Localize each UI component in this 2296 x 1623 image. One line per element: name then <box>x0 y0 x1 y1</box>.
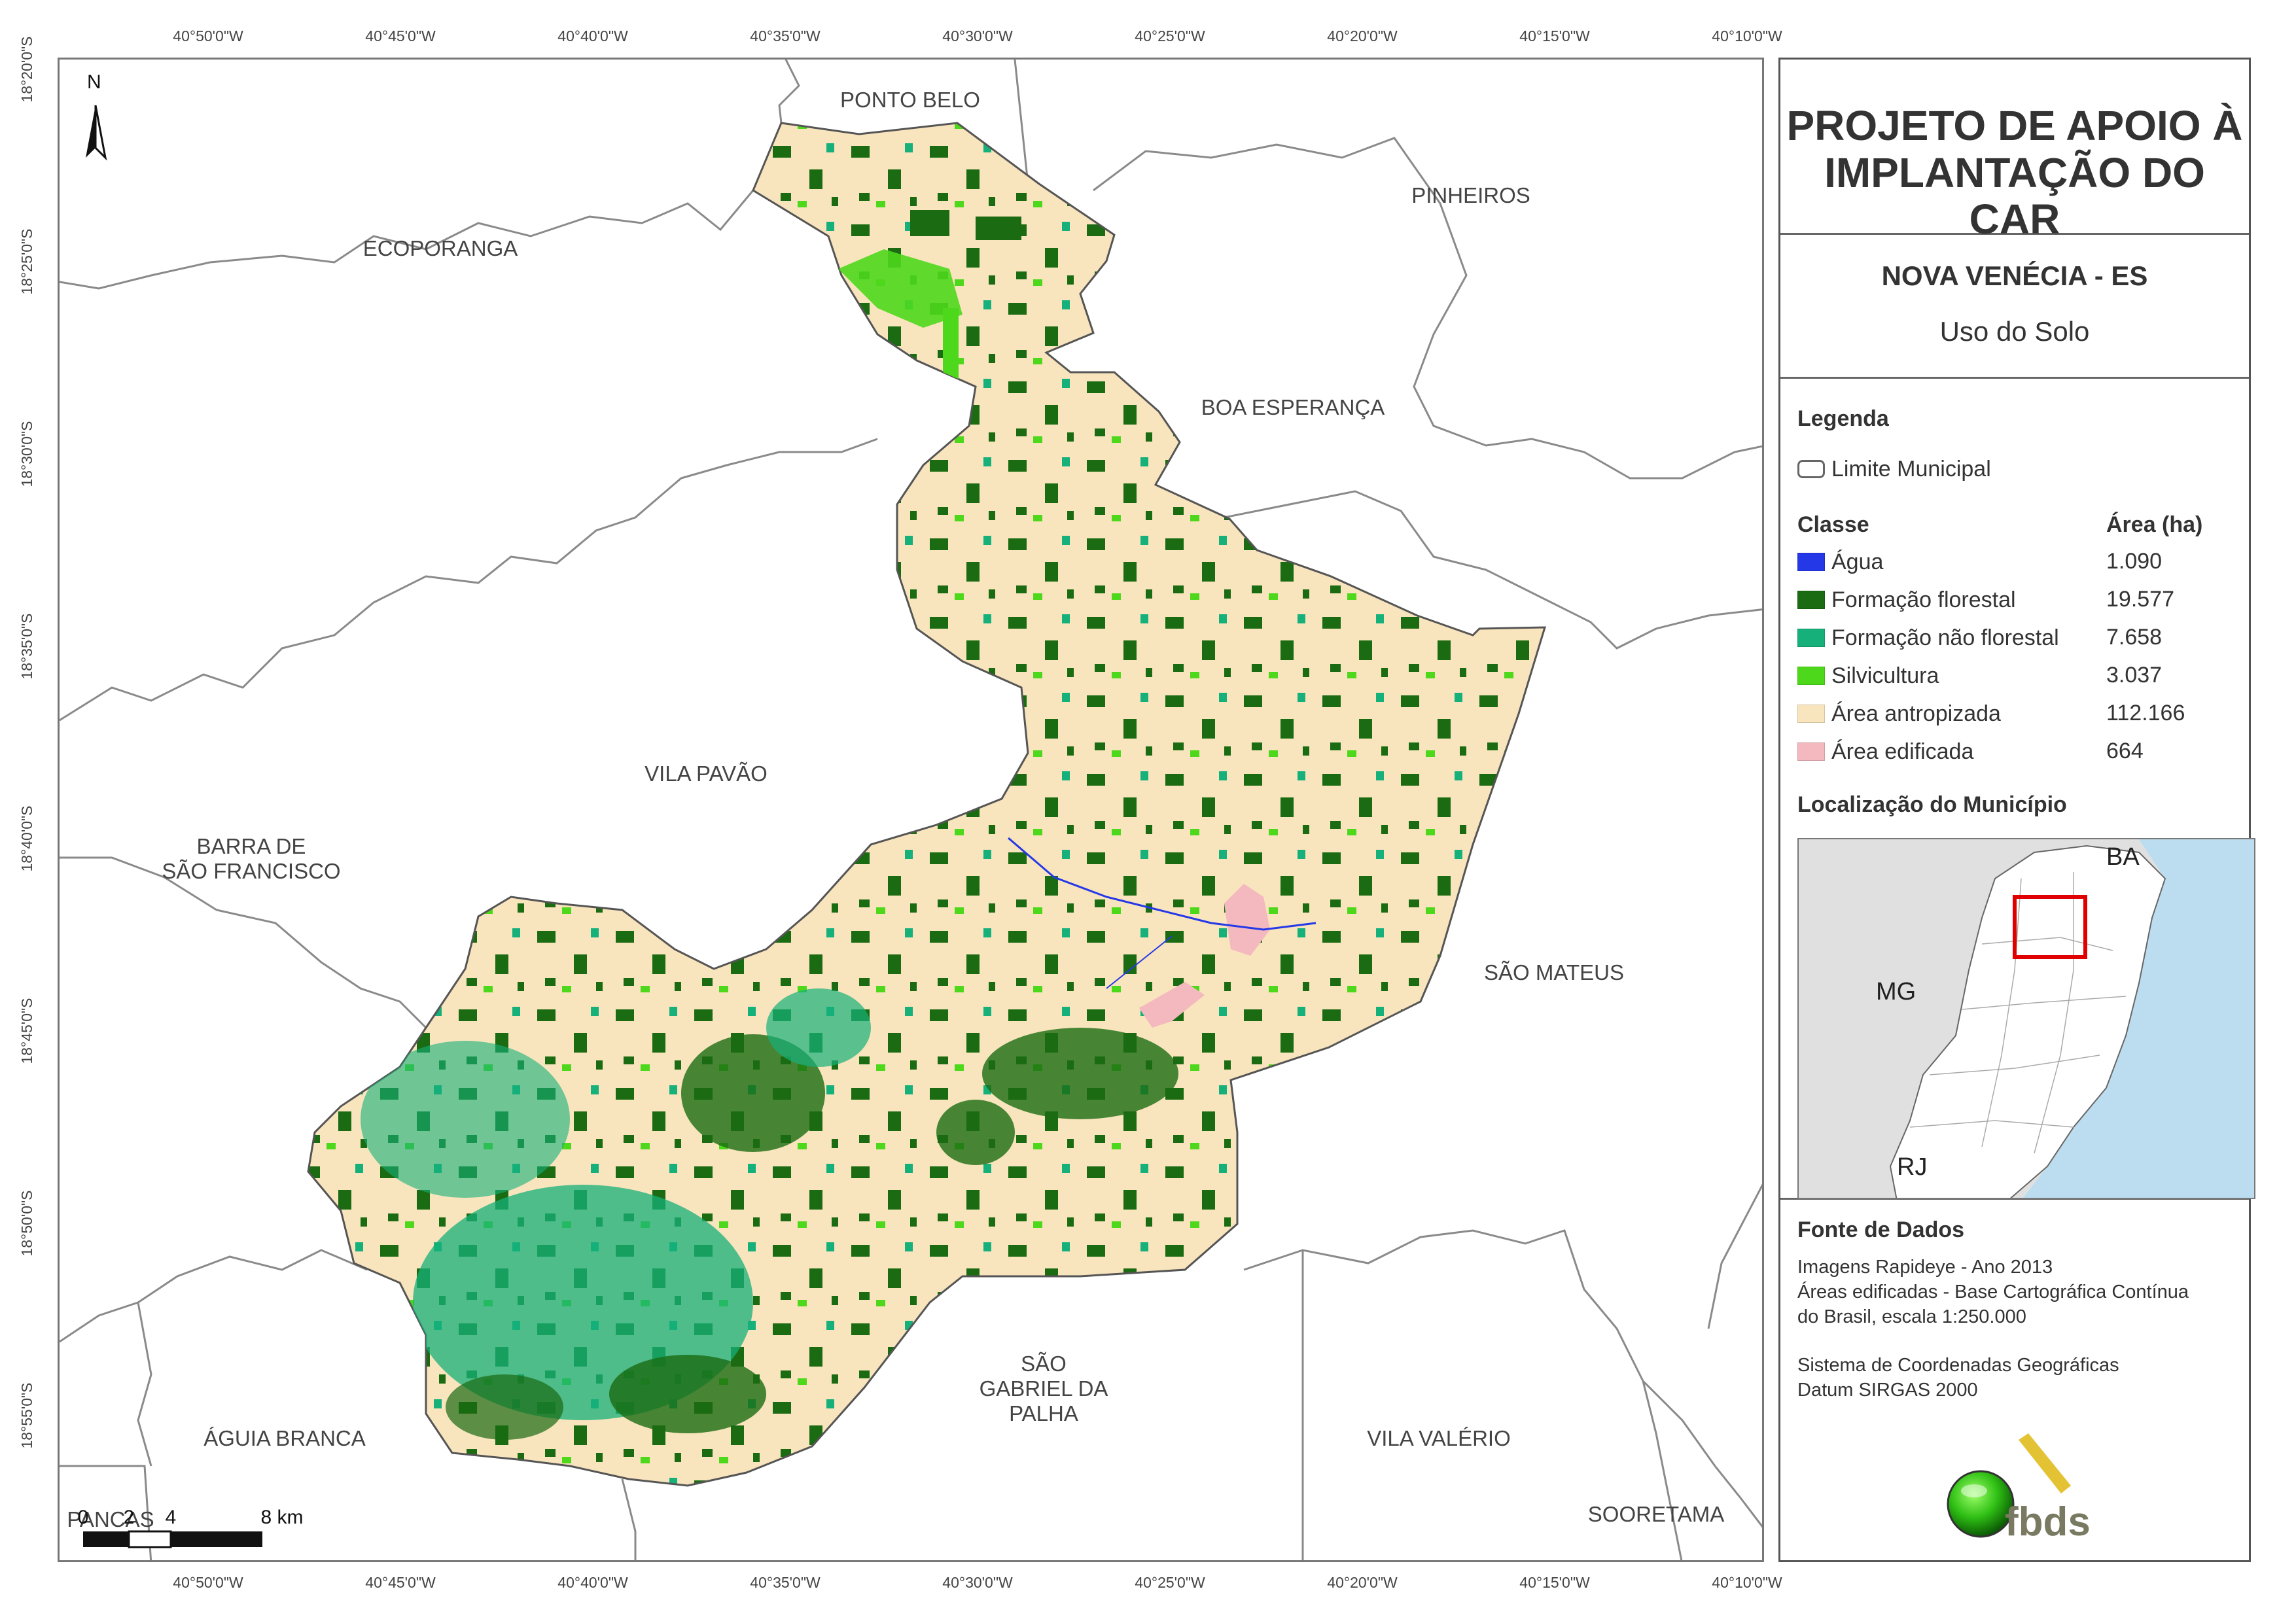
latitude-label: 18°40'0"S <box>18 805 35 872</box>
north-label: N <box>87 71 101 93</box>
neighbor-label: ECOPORANGA <box>362 236 518 261</box>
neighbor-label: PONTO BELO <box>840 88 980 113</box>
longitude-label: 40°50'0"W <box>173 27 243 44</box>
municipality-section <box>1780 235 2249 379</box>
legend-heading: Legenda <box>1797 406 1889 431</box>
neighbor-label: VILA VALÉRIO <box>1367 1426 1511 1451</box>
legend-swatch <box>1797 742 1825 761</box>
locator-label-ba: BA <box>2106 843 2140 871</box>
legend-area-value: 664 <box>2106 739 2144 763</box>
longitude-label: 40°45'0"W <box>365 1574 436 1591</box>
longitude-label: 40°40'0"W <box>557 1574 628 1591</box>
nova-venecia-municipality <box>307 122 1547 1487</box>
scale-label: 0 <box>77 1507 89 1528</box>
latitude-label: 18°55'0"S <box>18 1382 35 1449</box>
source-line: Datum SIRGAS 2000 <box>1797 1380 1978 1401</box>
land-use-map <box>60 60 1762 1560</box>
area-heading: Área (ha) <box>2106 512 2203 537</box>
scale-label: 4 <box>165 1507 177 1528</box>
longitude-label: 40°25'0"W <box>1135 27 1205 44</box>
legend-swatch <box>1797 705 1825 723</box>
locator-label-mg: MG <box>1876 978 1916 1005</box>
map-frame: N PONTO BELO PINHEIROS ECOPORANGA BOA ES… <box>58 58 1764 1562</box>
legend-row: Formação florestal <box>1797 587 2016 613</box>
longitude-label: 40°20'0"W <box>1327 1574 1398 1591</box>
locator-map-drawing <box>1799 839 2254 1198</box>
scale-label: 8 km <box>260 1507 304 1528</box>
locator-label-rj: RJ <box>1897 1153 1928 1181</box>
neighbor-label: BARRA DE SÃO FRANCISCO <box>162 834 341 883</box>
longitude-label: 40°45'0"W <box>365 27 436 44</box>
scale-bar <box>83 1530 262 1548</box>
map-theme: Uso do Solo <box>1939 316 2090 347</box>
longitude-label: 40°10'0"W <box>1712 1574 1782 1591</box>
legend-boundary: Limite Municipal <box>1797 456 1991 482</box>
legend-area-value: 19.577 <box>2106 587 2174 612</box>
legend-label: Área edificada <box>1831 739 1974 764</box>
project-title: PROJETO DE APOIO À IMPLANTAÇÃO DO CAR <box>1786 102 2243 243</box>
neighbor-label: PINHEIROS <box>1411 183 1530 208</box>
locator-heading: Localização do Município <box>1797 792 2067 817</box>
longitude-label: 40°15'0"W <box>1519 27 1590 44</box>
legend-label: Formação florestal <box>1831 587 2016 612</box>
legend-label: Limite Municipal <box>1831 456 1991 481</box>
longitude-label: 40°30'0"W <box>942 27 1013 44</box>
latitude-label: 18°35'0"S <box>18 613 35 680</box>
neighbor-label: ÁGUIA BRANCA <box>203 1426 366 1451</box>
legend-label: Água <box>1831 549 1884 574</box>
source-line: Imagens Rapideye - Ano 2013 <box>1797 1257 2053 1278</box>
source-line: Áreas edificadas - Base Cartográfica Con… <box>1797 1282 2189 1302</box>
title-section: PROJETO DE APOIO À IMPLANTAÇÃO DO CAR <box>1780 60 2249 243</box>
legend-label: Silvicultura <box>1831 663 1939 688</box>
class-heading: Classe <box>1797 512 1869 537</box>
fbds-logo-icon <box>1947 1433 2071 1538</box>
legend-row: Silvicultura <box>1797 663 1939 689</box>
neighbor-label: SOORETAMA <box>1587 1502 1725 1527</box>
legend-area-value: 112.166 <box>2106 701 2185 725</box>
legend-label: Área antropizada <box>1831 701 2001 726</box>
legend-row: Área antropizada <box>1797 701 2001 727</box>
fbds-logo-text: fbds <box>2005 1499 2091 1544</box>
side-panel: PROJETO DE APOIO À IMPLANTAÇÃO DO CAR NO… <box>1778 58 2255 1562</box>
legend-area-value: 7.658 <box>2106 625 2163 650</box>
longitude-label: 40°20'0"W <box>1327 27 1398 44</box>
latitude-label: 18°20'0"S <box>18 36 35 103</box>
legend-swatch <box>1797 591 1825 609</box>
legend-row: Formação não florestal <box>1797 625 2059 651</box>
legend-label: Formação não florestal <box>1831 625 2059 650</box>
latitude-label: 18°30'0"S <box>18 421 35 487</box>
neighbor-label: SÃO MATEUS <box>1484 960 1624 985</box>
source-line: do Brasil, escala 1:250.000 <box>1797 1306 2026 1327</box>
longitude-label: 40°10'0"W <box>1712 27 1782 44</box>
boundary-swatch <box>1797 460 1825 478</box>
longitude-label: 40°30'0"W <box>942 1574 1013 1591</box>
longitude-label: 40°35'0"W <box>750 1574 821 1591</box>
legend-row: Área edificada <box>1797 739 1973 765</box>
longitude-label: 40°40'0"W <box>557 27 628 44</box>
scale-label: 2 <box>123 1507 135 1528</box>
locator-map: BA MG RJ <box>1797 838 2255 1199</box>
legend-area-value: 3.037 <box>2106 663 2163 688</box>
legend-swatch <box>1797 629 1825 647</box>
neighbor-label: PANCAS <box>67 1507 154 1532</box>
longitude-label: 40°35'0"W <box>750 27 821 44</box>
latitude-label: 18°50'0"S <box>18 1190 35 1257</box>
municipality-name: NOVA VENÉCIA - ES <box>1881 260 2148 291</box>
legend-swatch <box>1797 553 1825 571</box>
north-arrow-icon <box>86 105 107 161</box>
source-heading: Fonte de Dados <box>1797 1217 1965 1242</box>
neighbor-label: BOA ESPERANÇA <box>1201 395 1385 420</box>
neighbor-label: SÃO GABRIEL DA PALHA <box>979 1352 1108 1425</box>
municipal-boundaries <box>60 60 1762 1560</box>
legend-swatch <box>1797 667 1825 685</box>
latitude-label: 18°45'0"S <box>18 998 35 1064</box>
latitude-label: 18°25'0"S <box>18 228 35 295</box>
legend-area-value: 1.090 <box>2106 549 2163 574</box>
source-line: Sistema de Coordenadas Geográficas <box>1797 1355 2119 1376</box>
longitude-label: 40°25'0"W <box>1135 1574 1205 1591</box>
longitude-label: 40°15'0"W <box>1519 1574 1590 1591</box>
legend-row: Água <box>1797 549 1883 575</box>
neighbor-label: VILA PAVÃO <box>645 761 768 786</box>
longitude-label: 40°50'0"W <box>173 1574 243 1591</box>
